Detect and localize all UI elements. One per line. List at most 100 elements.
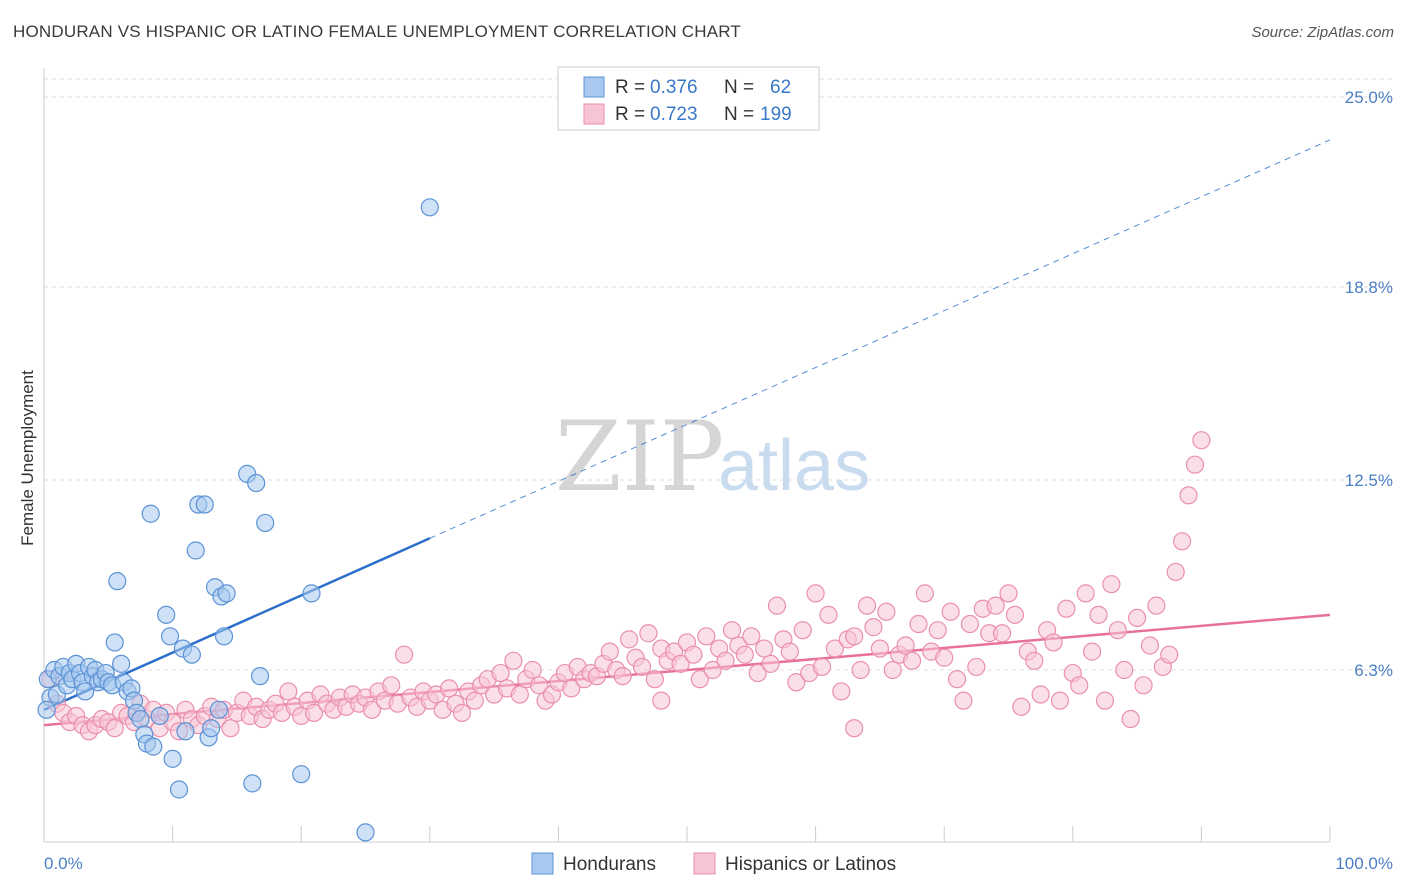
point-hondurans <box>356 823 375 842</box>
point-hispanics <box>1179 486 1198 505</box>
point-hispanics <box>105 719 124 738</box>
point-hispanics <box>1121 709 1140 729</box>
legend-n-label-2: N = <box>724 104 754 125</box>
point-hispanics <box>941 602 960 621</box>
point-hispanics <box>735 645 754 664</box>
legend-r-label-1: R = <box>615 77 645 98</box>
point-hondurans <box>150 706 169 726</box>
point-hondurans <box>214 627 234 646</box>
point-hispanics <box>806 584 825 603</box>
point-hispanics <box>767 596 787 615</box>
point-hispanics <box>304 703 324 722</box>
point-hispanics <box>697 627 716 646</box>
point-hondurans <box>163 749 182 768</box>
point-hispanics <box>935 648 954 667</box>
legend-swatch-hondurans <box>583 76 605 98</box>
point-hispanics <box>1160 645 1179 664</box>
legend-n-value-1: 62 <box>770 77 791 98</box>
point-hispanics <box>1185 455 1205 474</box>
point-hondurans <box>37 700 56 719</box>
point-hispanics <box>1050 691 1070 710</box>
point-hispanics <box>382 676 401 695</box>
point-hondurans <box>250 667 270 686</box>
point-hispanics <box>992 624 1012 643</box>
point-hispanics <box>845 719 864 738</box>
point-hispanics <box>1166 562 1185 582</box>
point-hondurans <box>141 504 160 523</box>
point-hispanics <box>999 584 1018 603</box>
point-hispanics <box>832 682 851 701</box>
point-hispanics <box>221 719 240 738</box>
point-hispanics <box>1134 676 1153 695</box>
point-hispanics <box>742 627 761 646</box>
point-hispanics <box>703 660 722 680</box>
point-hispanics <box>780 642 799 661</box>
point-hispanics <box>465 691 484 710</box>
point-hondurans <box>160 627 180 646</box>
point-hispanics <box>915 584 935 603</box>
point-hispanics <box>1127 608 1147 628</box>
point-hispanics <box>1095 691 1115 710</box>
point-hispanics <box>362 700 382 719</box>
point-hondurans <box>186 541 205 560</box>
point-hondurans <box>182 645 201 664</box>
point-hispanics <box>394 645 414 664</box>
bottom-legend-label-hispanics: Hispanics or Latinos <box>725 854 896 875</box>
point-hispanics <box>960 614 980 634</box>
point-hispanics <box>928 621 947 640</box>
source-label: Source: ZipAtlas.com <box>1251 24 1394 41</box>
point-hispanics <box>787 673 806 692</box>
point-hispanics <box>620 630 639 649</box>
legend-swatch-hispanics <box>583 103 605 125</box>
point-hispanics <box>722 621 742 640</box>
point-hispanics <box>793 621 812 640</box>
y-tick-label: 6.3% <box>1354 661 1393 680</box>
legend-r-value-2: 0.723 <box>650 104 698 125</box>
legend-r-value-1: 0.376 <box>650 77 698 98</box>
point-hondurans <box>243 774 262 793</box>
point-hispanics <box>1082 642 1102 661</box>
point-hondurans <box>292 765 311 784</box>
point-hispanics <box>864 618 883 637</box>
point-hispanics <box>825 639 844 658</box>
x-tick-label: 0.0% <box>44 854 83 873</box>
gridlines <box>44 78 1395 671</box>
point-hispanics <box>1108 621 1127 640</box>
point-hispanics <box>1192 431 1211 450</box>
point-hondurans <box>302 584 321 603</box>
point-hispanics <box>1115 660 1134 680</box>
point-hispanics <box>613 667 632 686</box>
point-hondurans <box>131 709 150 729</box>
legend-n-label-1: N = <box>724 77 754 98</box>
point-hispanics <box>562 679 581 698</box>
point-hispanics <box>761 654 780 673</box>
point-hispanics <box>909 614 928 634</box>
bottom-legend-swatch-hispanics <box>693 852 716 875</box>
point-hispanics <box>1025 651 1044 670</box>
point-hondurans <box>247 473 266 493</box>
y-tick-label: 18.8% <box>1345 278 1393 297</box>
chart-title: HONDURAN VS HISPANIC OR LATINO FEMALE UN… <box>13 22 742 41</box>
point-hispanics <box>883 660 902 680</box>
point-hispanics <box>986 596 1005 615</box>
point-hispanics <box>645 670 664 689</box>
point-hispanics <box>600 642 619 661</box>
watermark-zip: ZIP <box>555 401 724 513</box>
point-hispanics <box>1147 596 1166 615</box>
axes <box>43 68 1331 843</box>
point-hispanics <box>279 682 298 701</box>
point-hispanics <box>857 596 877 615</box>
point-hondurans <box>169 780 189 799</box>
point-hispanics <box>1102 575 1121 594</box>
point-hispanics <box>1057 599 1076 618</box>
bottom-legend-swatch-hondurans <box>531 852 554 875</box>
point-hispanics <box>452 703 472 722</box>
point-hispanics <box>755 639 774 658</box>
point-hispanics <box>819 605 838 624</box>
watermark-atlas: atlas <box>718 426 870 506</box>
axis-labels: 6.3% 12.5% 18.8% 25.0% 0.0% 100.0% <box>44 88 1393 873</box>
point-hispanics <box>684 645 703 664</box>
point-hispanics <box>845 627 864 646</box>
point-hondurans <box>105 633 124 652</box>
point-hispanics <box>1070 676 1089 695</box>
